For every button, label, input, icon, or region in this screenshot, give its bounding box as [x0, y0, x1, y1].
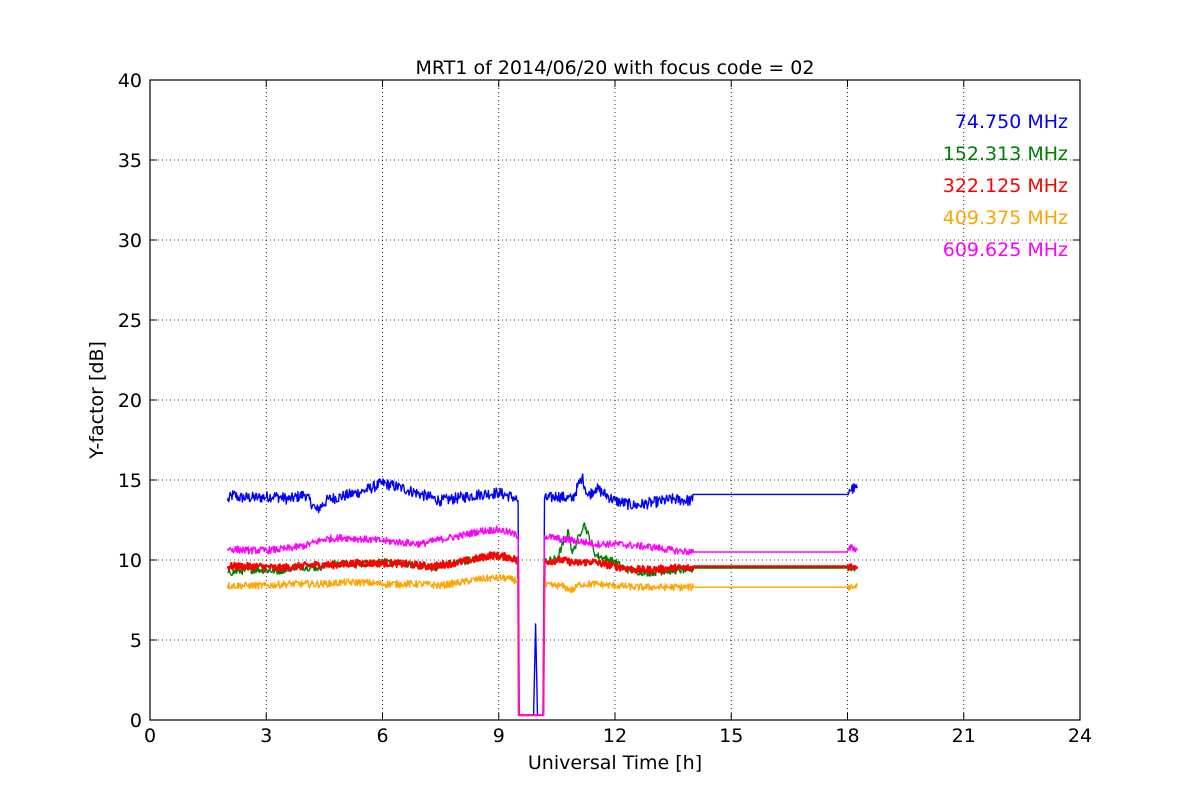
y-tick-label: 15 — [118, 470, 142, 492]
legend: 74.750 MHz 152.313 MHz 322.125 MHz 409.375 … — [943, 111, 1068, 261]
legend-entry-4: 409.375 MHz — [943, 207, 1068, 229]
legend-entry-3: 322.125 MHz — [943, 175, 1068, 197]
axis-ticks: 0 3 6 9 12 15 18 21 24 0 5 10 15 20 25 30 35 40 — [118, 70, 1092, 747]
y-axis-label: Y-factor [dB] — [86, 341, 108, 460]
x-tick-label: 6 — [376, 725, 388, 747]
series-line-4 — [226, 573, 858, 716]
series-line-1 — [226, 473, 858, 716]
series-line-5 — [226, 525, 858, 716]
x-tick-label: 15 — [719, 725, 743, 747]
x-tick-label: 21 — [952, 725, 976, 747]
y-tick-label: 35 — [118, 150, 142, 172]
y-tick-label: 40 — [118, 70, 142, 92]
legend-entry-5: 609.625 MHz — [943, 239, 1068, 261]
y-tick-label: 30 — [118, 230, 142, 252]
y-tick-label: 25 — [118, 310, 142, 332]
series-line-3 — [226, 551, 859, 717]
y-tick-label: 0 — [130, 710, 142, 732]
x-axis-label: Universal Time [h] — [528, 752, 702, 774]
x-tick-label: 12 — [603, 725, 627, 747]
grid — [150, 80, 1080, 720]
chart-title: MRT1 of 2014/06/20 with focus code = 02 — [416, 57, 815, 79]
series-lines — [226, 473, 859, 717]
legend-entry-2: 152.313 MHz — [943, 143, 1068, 165]
legend-entry-1: 74.750 MHz — [955, 111, 1068, 133]
x-tick-label: 24 — [1068, 725, 1092, 747]
y-tick-label: 10 — [118, 550, 142, 572]
x-tick-label: 0 — [144, 725, 156, 747]
y-tick-label: 5 — [130, 630, 142, 652]
x-tick-label: 18 — [835, 725, 859, 747]
y-tick-label: 20 — [118, 390, 142, 412]
x-tick-label: 9 — [493, 725, 505, 747]
x-tick-label: 3 — [260, 725, 272, 747]
